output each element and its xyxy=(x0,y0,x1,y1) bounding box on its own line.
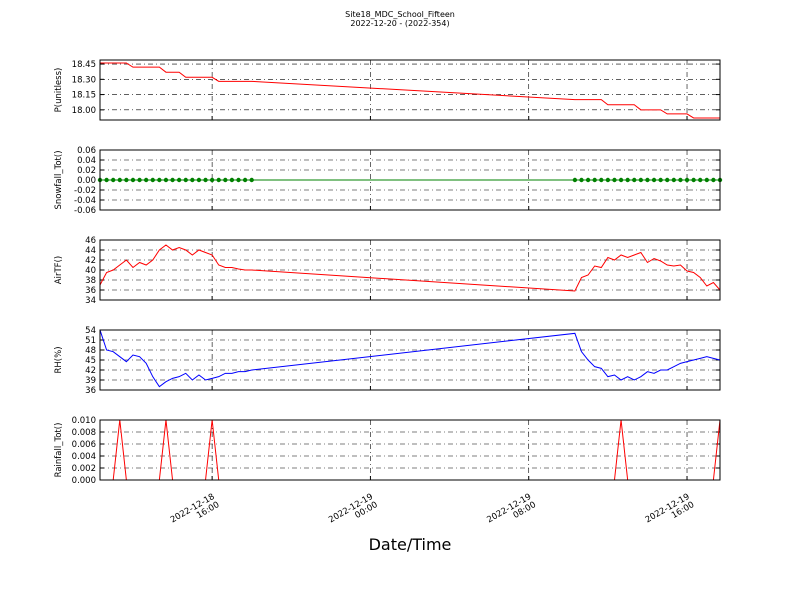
x-tick-label: 2022-12-1816:00 xyxy=(169,492,221,533)
data-point xyxy=(665,177,670,183)
y-axis-label: Rainfall_Tot() xyxy=(54,423,64,478)
data-point xyxy=(645,177,650,183)
data-point xyxy=(658,177,663,183)
data-point xyxy=(110,177,116,183)
y-tick-label: -0.04 xyxy=(74,196,96,206)
y-tick-label: 42 xyxy=(85,256,96,266)
y-tick-label: 34 xyxy=(85,296,96,306)
y-tick-label: 18.15 xyxy=(72,91,96,101)
data-point xyxy=(176,177,182,183)
plot-frame xyxy=(99,329,721,391)
y-tick-label: 54 xyxy=(85,326,96,336)
data-point xyxy=(130,177,136,183)
data-line xyxy=(100,420,720,480)
data-point xyxy=(671,177,677,183)
y-tick-label: 45 xyxy=(85,356,96,366)
plot-frame xyxy=(99,149,721,211)
y-tick-label: -0.06 xyxy=(74,206,96,216)
data-point xyxy=(190,177,195,183)
y-axis-label: P(unitless) xyxy=(54,68,64,113)
data-point xyxy=(572,177,578,183)
data-point xyxy=(196,177,202,183)
chart-subtitle: 2022-12-20 - (2022-354) xyxy=(350,19,449,28)
data-point xyxy=(236,177,241,183)
y-tick-label: 39 xyxy=(85,376,96,386)
data-point xyxy=(124,177,129,183)
y-tick-label: 44 xyxy=(85,246,96,256)
data-point xyxy=(632,177,637,183)
data-point xyxy=(157,177,162,183)
data-point xyxy=(242,177,248,183)
data-line xyxy=(100,62,720,119)
y-tick-label: 40 xyxy=(85,266,96,276)
chart-title: Site18_MDC_School_Fifteen xyxy=(345,10,455,19)
data-point xyxy=(163,177,169,183)
y-tick-label: 18.00 xyxy=(72,106,96,116)
data-point xyxy=(170,177,175,183)
y-tick-label: 46 xyxy=(85,236,96,246)
plot-frame xyxy=(99,419,721,481)
y-tick-label: -0.02 xyxy=(74,186,96,196)
plot-frame xyxy=(99,59,721,121)
data-line xyxy=(100,330,720,388)
data-point xyxy=(249,177,254,183)
y-axis-label: AirTF() xyxy=(54,256,64,284)
data-point xyxy=(150,177,155,183)
data-point xyxy=(704,177,710,183)
y-tick-label: 36 xyxy=(85,386,96,396)
data-point xyxy=(691,177,696,183)
data-point xyxy=(678,177,683,183)
y-tick-label: 0.000 xyxy=(72,476,96,486)
data-point xyxy=(605,177,611,183)
data-point xyxy=(651,177,657,183)
x-axis-label: Date/Time xyxy=(369,535,452,554)
data-point xyxy=(638,177,644,183)
y-tick-label: 36 xyxy=(85,286,96,296)
data-point xyxy=(711,177,716,183)
y-tick-label: 0.06 xyxy=(77,146,96,156)
data-point xyxy=(684,177,690,183)
data-point xyxy=(612,177,617,183)
data-point xyxy=(592,177,597,183)
data-point xyxy=(137,177,142,183)
y-tick-label: 0.002 xyxy=(72,464,96,474)
data-point xyxy=(223,177,228,183)
data-point xyxy=(599,177,604,183)
y-axis-label: Snowfall_Tot() xyxy=(54,150,64,209)
data-point xyxy=(618,177,624,183)
plot-frame xyxy=(99,239,721,301)
y-tick-label: 42 xyxy=(85,366,96,376)
data-point xyxy=(216,177,221,183)
data-point xyxy=(229,177,235,183)
data-point xyxy=(104,177,109,183)
y-tick-label: 18.30 xyxy=(72,75,96,85)
data-point xyxy=(183,177,188,183)
y-tick-label: 0.004 xyxy=(72,452,96,462)
data-point xyxy=(698,177,703,183)
data-point xyxy=(117,177,122,183)
data-point xyxy=(585,177,591,183)
y-tick-label: 0.00 xyxy=(77,176,96,186)
x-tick-label: 2022-12-1908:00 xyxy=(485,492,537,533)
y-tick-label: 51 xyxy=(85,336,96,346)
y-tick-label: 0.008 xyxy=(72,428,96,438)
y-tick-label: 0.02 xyxy=(77,166,96,176)
data-point xyxy=(143,177,149,183)
data-line xyxy=(100,244,720,292)
data-point xyxy=(209,177,215,183)
y-tick-label: 38 xyxy=(85,276,96,286)
data-point xyxy=(579,177,584,183)
y-tick-label: 0.010 xyxy=(72,416,96,426)
y-tick-label: 0.04 xyxy=(77,156,96,166)
y-tick-label: 18.45 xyxy=(72,60,96,70)
x-tick-label: 2022-12-1900:00 xyxy=(327,492,379,533)
data-point xyxy=(203,177,208,183)
y-tick-label: 0.006 xyxy=(72,440,96,450)
data-point xyxy=(625,177,630,183)
y-tick-label: 48 xyxy=(85,346,96,356)
y-axis-label: RH(%) xyxy=(54,346,64,373)
x-tick-label: 2022-12-1916:00 xyxy=(644,492,696,533)
